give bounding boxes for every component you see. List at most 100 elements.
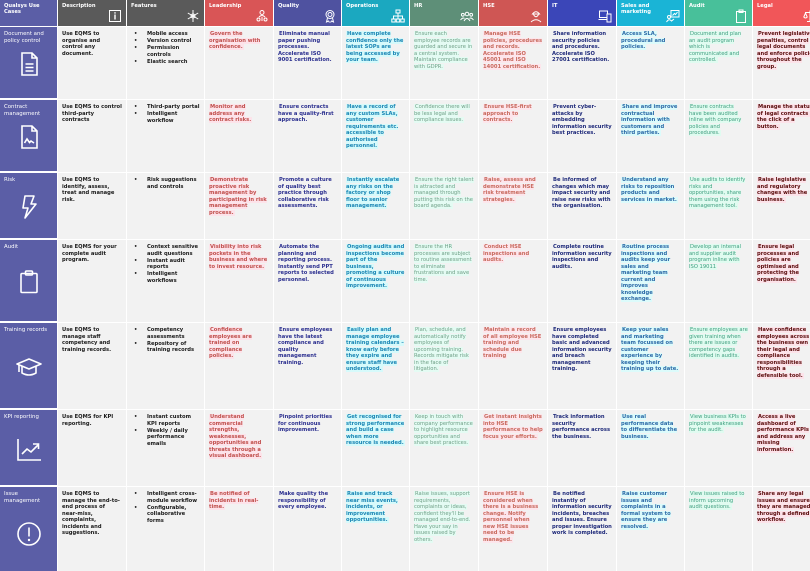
operations-cell: Easily plan and manage employee training… [342,323,409,409]
row-header-training-records: Training records [0,323,57,409]
column-header-hr: HR [410,0,478,26]
quality-cell: Pinpoint priorities for continuous impro… [274,410,341,486]
column-header-label: Features [131,3,157,9]
description-cell: Use EQMS for your complete audit program… [58,240,126,322]
quality-cell: Automate the planning and reporting proc… [274,240,341,322]
operations-cell: Have a record of any custom SLAs, custom… [342,100,409,172]
operations-cell: Raise and track near miss events, incide… [342,487,409,571]
feature-list: Intelligent cross-module workflowConfigu… [131,491,200,524]
column-header-label: Description [62,3,96,9]
it-text: Ensure employees have completed basic an… [552,327,612,372]
row-header-risk: Risk [0,173,57,239]
column-header-label: HSE [483,3,495,9]
description-cell: Use EQMS for KPI reporting. [58,410,126,486]
leadership-text: Understand commercial strengths, weaknes… [209,414,263,459]
hr-cell: Keep in touch with company performance t… [410,410,478,486]
feature-item: Intelligent workflow [131,111,200,124]
contract-signature-icon [16,124,42,150]
legal-cell: Have confidence employees across the bus… [753,323,810,409]
sales-text: Share and improve contractual informatio… [621,104,678,136]
legal-cell: Raise legislative and regulatory changes… [753,173,810,239]
it-text: Track information security performance a… [552,414,611,440]
quality-cell: Eliminate manual paper pushing processes… [274,27,341,99]
hse-text: Conduct HSE inspections and audits. [483,244,530,263]
hse-cell: Ensure HSE-first approach to contracts. [479,100,547,172]
hr-text: Raise issues, support requirements, comp… [414,491,471,543]
features-cell: Context sensitive audit questionsInstant… [127,240,204,322]
leader-org-icon [255,9,269,23]
hse-text: Raise, assess and demonstrate HSE risk t… [483,177,536,203]
row-header-contract-management: Contract management [0,100,57,172]
quality-text: Ensure contracts have a quality-first ap… [278,104,334,123]
it-cell: Track information security performance a… [548,410,616,486]
leadership-cell: Demonstrate proactive risk management by… [205,173,273,239]
quality-cell: Ensure contracts have a quality-first ap… [274,100,341,172]
feature-item: Intelligent workflows [131,271,200,284]
scales-icon [803,9,810,23]
hse-text: Maintain a record of all employee HSE tr… [483,327,542,359]
hse-cell: Raise, assess and demonstrate HSE risk t… [479,173,547,239]
quality-cell: Make quality the responsibility of every… [274,487,341,571]
audit-cell: View business KPIs to pinpoint weaknesse… [685,410,752,486]
sales-text: Routine process inspections and audits k… [621,244,671,302]
column-header-legal: Legal [753,0,810,26]
row-header-label: Training records [4,327,48,333]
leadership-cell: Visibility into risk pockets in the busi… [205,240,273,322]
features-cell: Competency assessmentsRepository of trai… [127,323,204,409]
operations-text: Easily plan and manage employee training… [346,327,404,372]
feature-list: Risk suggestions and controls [131,177,200,190]
legal-text: Have confidence employees across the bus… [757,327,810,379]
row-header-label: Contract management [4,104,41,117]
operations-cell: Get recognised for strong performance an… [342,410,409,486]
sales-text: Keep your sales and marketing team focus… [621,327,680,372]
description-cell: Use EQMS to identify, assess, treat and … [58,173,126,239]
audit-text: Ensure contracts have been audited inlin… [689,104,742,136]
row-header-label: KPI reporting [4,414,39,420]
sales-cell: Routine process inspections and audits k… [617,240,684,322]
description-cell: Use EQMS to manage the end-to-end proces… [58,487,126,571]
features-cell: Instant custom KPI reportsWeekly / daily… [127,410,204,486]
exclamation-circle-icon [16,521,42,547]
column-header-hse: HSE [479,0,547,26]
audit-cell: Use audits to identify risks and opportu… [685,173,752,239]
it-text: Complete routine information security in… [552,244,612,270]
audit-text: Ensure employees are given training when… [689,327,748,359]
hr-cell: Confidence there will be less legal and … [410,100,478,172]
leadership-text: Monitor and address any contract risks. [209,104,253,123]
hr-text: Keep in touch with company performance t… [414,414,473,446]
hse-text: Ensure HSE-first approach to contracts. [483,104,532,123]
row-header-label: Audit [4,244,19,250]
feature-list: Competency assessmentsRepository of trai… [131,327,200,354]
audit-text: Document and plan an audit program which… [689,31,742,63]
hse-text: Get instant insights into HSE performanc… [483,414,543,440]
audit-cell: Document and plan an audit program which… [685,27,752,99]
legal-text: Share any legal issues and ensure they a… [757,491,810,523]
operations-text: Raise and track near miss events, incide… [346,491,398,523]
legal-text: Access a live dashboard of performance K… [757,414,810,453]
column-header-it: IT [548,0,616,26]
sales-text: Understand any risks to reposition produ… [621,177,678,203]
it-cell: Share information security policies and … [548,27,616,99]
column-header-label: Audit [689,3,705,9]
legal-cell: Ensure legal processes and policies are … [753,240,810,322]
column-header-label: Quality [278,3,300,9]
operations-text: Have a record of any custom SLAs, custom… [346,104,399,149]
feature-item: Context sensitive audit questions [131,244,200,257]
row-header-issue-management: Issue management [0,487,57,571]
feature-item: Elastic search [131,59,200,66]
features-cell: Mobile accessVersion controlPermission c… [127,27,204,99]
row-header-audit: Audit [0,240,57,322]
quality-text: Make quality the responsibility of every… [278,491,329,510]
description-text: Use EQMS for your complete audit program… [62,244,117,263]
legal-text: Ensure legal processes and policies are … [757,244,800,283]
features-cell: Third-party portalIntelligent workflow [127,100,204,172]
hse-cell: Get instant insights into HSE performanc… [479,410,547,486]
info-icon [108,9,122,23]
feature-item: Repository of training records [131,341,200,354]
legal-cell: Prevent legislative penalties, control l… [753,27,810,99]
award-badge-icon [323,9,337,23]
hse-cell: Conduct HSE inspections and audits. [479,240,547,322]
it-text: Be notified instantly of information sec… [552,491,612,536]
hr-cell: Ensure the right talent is attracted and… [410,173,478,239]
sales-cell: Raise customer issues and complaints in … [617,487,684,571]
